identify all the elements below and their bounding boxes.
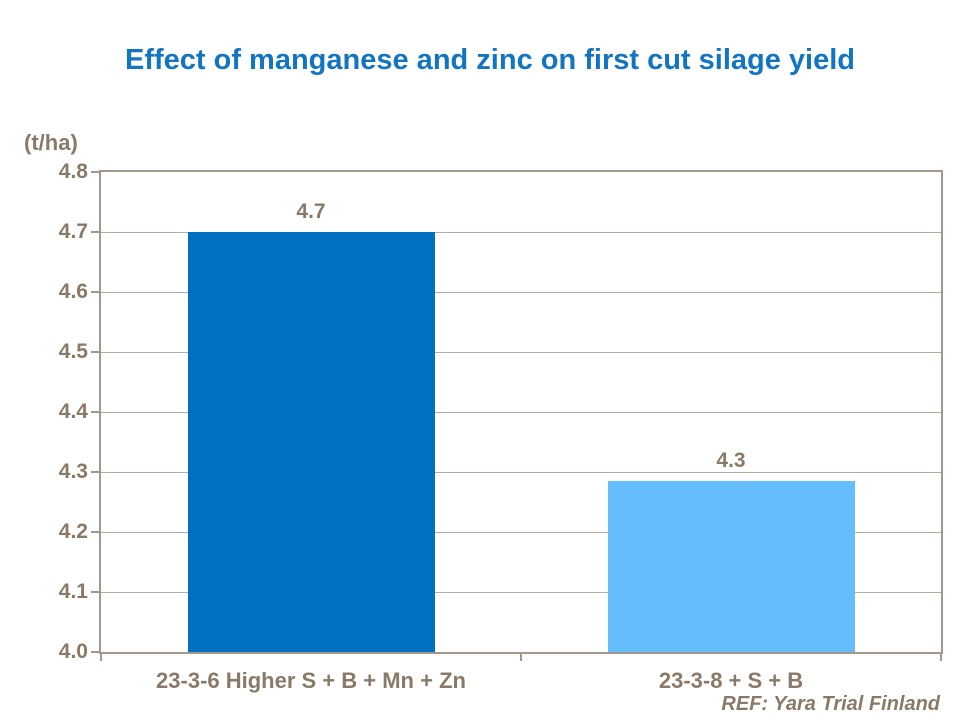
y-axis-tick-mark [91, 231, 100, 233]
bar-value-label: 4.7 [296, 200, 326, 223]
gridline [101, 231, 941, 233]
y-axis-tick-mark [91, 591, 100, 593]
bar-value-label: 4.3 [716, 449, 746, 472]
bar-1 [187, 232, 435, 652]
y-axis-tick-label: 4.6 [58, 280, 88, 303]
chart-title: Effect of manganese and zinc on first cu… [125, 44, 855, 76]
y-axis-unit-label: (t/ha) [24, 130, 78, 155]
y-axis-tick-mark [91, 351, 100, 353]
y-axis-tick-label: 4.7 [58, 220, 88, 243]
gridline [101, 471, 941, 473]
plot-area: 4.7 4.3 [99, 170, 943, 654]
x-axis-tick-mark [100, 653, 102, 661]
y-axis-tick-mark [91, 411, 100, 413]
x-axis-tick-mark [940, 653, 942, 661]
gridline [101, 351, 941, 353]
category-label: 23-3-6 Higher S + B + Mn + Zn [156, 668, 466, 693]
gridline [101, 291, 941, 293]
bar-2 [607, 481, 855, 652]
y-axis-tick-mark [91, 531, 100, 533]
reference-note: REF: Yara Trial Finland [721, 693, 940, 715]
y-axis-tick-label: 4.3 [58, 460, 88, 483]
y-axis-tick-mark [91, 651, 100, 653]
y-axis-tick-label: 4.4 [58, 400, 88, 423]
y-axis-tick-mark [91, 171, 100, 173]
gridline [101, 591, 941, 593]
y-axis-tick-label: 4.2 [58, 520, 88, 543]
y-axis-tick-label: 4.0 [58, 640, 88, 663]
y-axis-tick-label: 4.5 [58, 340, 88, 363]
y-axis-tick-label: 4.8 [58, 160, 88, 183]
y-axis-tick-label: 4.1 [58, 580, 88, 603]
y-axis-tick-mark [91, 291, 100, 293]
gridline [101, 531, 941, 533]
y-axis-tick-mark [91, 471, 100, 473]
category-label: 23-3-8 + S + B [658, 668, 804, 693]
x-axis-tick-mark [520, 653, 522, 661]
gridline [101, 411, 941, 413]
